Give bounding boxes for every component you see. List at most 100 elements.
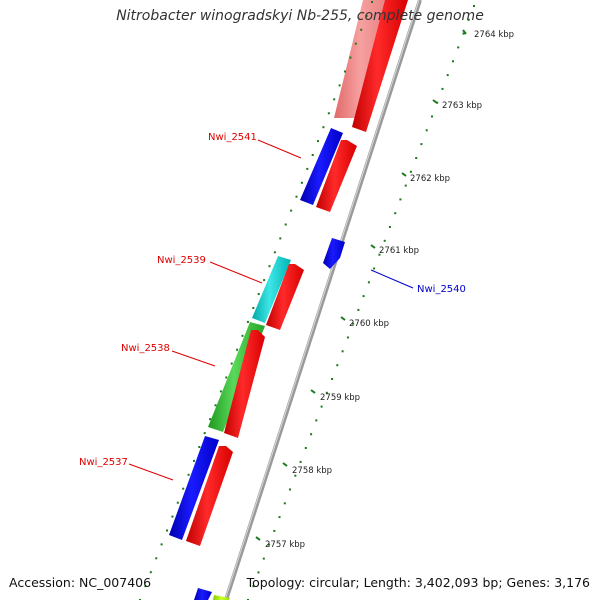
tick-mark [432, 99, 438, 104]
tick-dot [409, 170, 412, 173]
tick-dot [262, 557, 265, 560]
tick-dot [304, 447, 307, 449]
gene-label-nwi-2537: Nwi_2537 [79, 457, 128, 468]
tick-dot [431, 115, 433, 118]
tick-dot [317, 140, 319, 143]
tick-dot [182, 487, 185, 490]
tick-mark [462, 29, 467, 35]
tick-dot [283, 502, 286, 505]
tick-dot [346, 336, 349, 339]
tick-dot [310, 433, 313, 436]
tick-dot [360, 28, 363, 31]
tick-dot [457, 46, 460, 49]
tick-dot [367, 281, 370, 284]
tick-dot [284, 223, 287, 226]
tick-dots-inner [247, 5, 475, 600]
kbp-tick-labels: 2764 kbp 2763 kbp 2762 kbp 2761 kbp 2760… [265, 30, 514, 550]
gene-labels: Nwi_2541 Nwi_2539 Nwi_2538 Nwi_2537 Nwi_… [79, 132, 466, 468]
tick-mark [370, 244, 376, 249]
genome-backbone [224, 0, 422, 600]
tick-dot [388, 226, 391, 228]
red-strand-track [186, 0, 408, 600]
gene-lime-bottom [213, 595, 230, 600]
tick-label: 2762 kbp [410, 174, 450, 184]
gene-nwi-2541 [300, 128, 343, 205]
gene-label-nwi-2538: Nwi_2538 [121, 343, 170, 354]
tick-dot [425, 129, 428, 132]
genome-title: Nitrobacter winogradskyi Nb-255, complet… [116, 8, 484, 24]
tick-dot [338, 84, 341, 87]
tick-dot [252, 307, 255, 309]
tick-dot [289, 488, 291, 491]
tick-dot [373, 267, 376, 270]
tick-dot [333, 98, 336, 101]
tick-label: 2760 kbp [349, 319, 389, 329]
tick-label: 2759 kbp [320, 393, 360, 403]
gene-red-3 [266, 264, 304, 330]
tick-dot [176, 501, 179, 504]
tick-dot [349, 56, 352, 59]
tick-dot [155, 557, 158, 560]
leader-line [370, 269, 414, 289]
tick-dot [467, 18, 470, 21]
tick-dot [268, 543, 270, 546]
tick-dot [415, 157, 418, 159]
tick-dot [273, 529, 276, 532]
tick-dot [383, 239, 386, 242]
tick-dot [279, 237, 282, 240]
gene-red-5 [186, 446, 233, 546]
tick-mark [340, 316, 346, 321]
tick-dot [404, 184, 407, 187]
tick-dot [327, 112, 330, 115]
tick-dot [441, 87, 444, 90]
accession-text: Accession: NC_007406 [9, 575, 152, 590]
gene-label-leaders [128, 139, 414, 481]
tick-dot [399, 198, 402, 201]
tick-dot [246, 320, 249, 323]
tick-dot [290, 209, 293, 212]
tick-dot [144, 585, 147, 588]
tick-mark [282, 462, 288, 467]
tick-dot [365, 14, 368, 17]
tick-dot [357, 308, 360, 311]
tick-dot [252, 585, 255, 588]
tick-dot [299, 460, 302, 463]
tick-dot [203, 432, 206, 435]
tick-label: 2757 kbp [265, 540, 305, 550]
tick-dot [362, 295, 365, 298]
tick-dot [149, 571, 152, 574]
tick-dot [473, 5, 475, 7]
leader-line [171, 350, 216, 367]
gene-bottom-blue [194, 588, 212, 600]
tick-dot [336, 364, 339, 367]
tick-dot [306, 167, 309, 170]
tick-dot [354, 42, 357, 45]
gene-nwi-2539 [252, 256, 291, 323]
tick-dot [378, 253, 381, 256]
leader-line [257, 139, 302, 159]
tick-dot [462, 32, 465, 35]
tick-dot [278, 516, 281, 519]
tick-dot [187, 473, 190, 476]
tick-dot [241, 334, 244, 337]
tick-dot [257, 571, 260, 574]
tick-dot [193, 459, 195, 462]
tick-label: 2763 kbp [442, 101, 482, 111]
gene-nwi-2540 [323, 238, 345, 269]
tick-dot [294, 474, 297, 477]
tick-dot [295, 195, 298, 198]
tick-dot [344, 70, 346, 73]
tick-dot [315, 419, 318, 422]
tick-dot [236, 348, 239, 351]
tick-dot [171, 515, 174, 518]
tick-dot [446, 74, 449, 77]
tick-dot [371, 1, 373, 3]
tick-label: 2758 kbp [292, 466, 332, 476]
tick-mark [310, 389, 316, 394]
tick-dot [273, 251, 276, 254]
leader-line [209, 261, 263, 284]
tick-dot [352, 322, 355, 325]
tick-dot [219, 390, 222, 393]
gene-red-2 [316, 140, 357, 212]
